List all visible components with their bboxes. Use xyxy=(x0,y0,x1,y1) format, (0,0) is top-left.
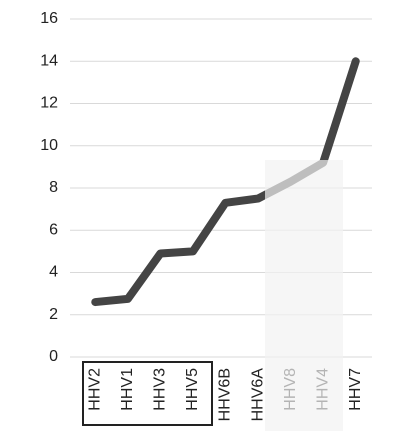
label-box xyxy=(82,361,213,426)
y-tick-label: 10 xyxy=(40,137,58,154)
x-tick-label: HHV7 xyxy=(347,368,364,411)
y-tick-label: 0 xyxy=(49,348,58,365)
highlight-overlay xyxy=(265,160,343,431)
y-tick-label: 8 xyxy=(49,179,58,196)
y-tick-label: 14 xyxy=(40,52,58,69)
y-tick-label: 16 xyxy=(40,10,58,27)
x-tick-label: HHV6B xyxy=(217,368,234,421)
y-tick-label: 6 xyxy=(49,221,58,238)
y-tick-label: 2 xyxy=(49,306,58,323)
x-tick-label: HHV5 xyxy=(184,368,201,411)
x-tick-label: HHV6A xyxy=(249,368,266,422)
x-tick-label: HHV3 xyxy=(152,368,169,411)
x-tick-label: HHV1 xyxy=(119,368,136,411)
y-tick-label: 4 xyxy=(49,264,58,281)
x-tick-label: HHV2 xyxy=(86,368,103,411)
y-tick-label: 12 xyxy=(40,95,58,112)
